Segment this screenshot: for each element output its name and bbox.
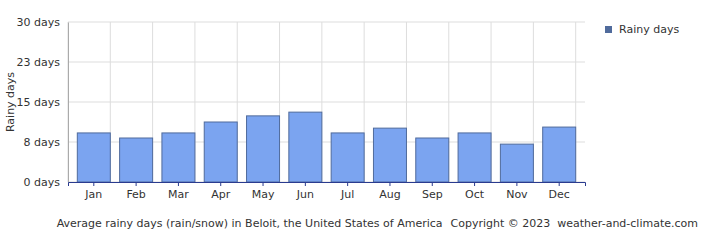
title: Average rainy days (rain/snow) in Beloit…: [57, 217, 443, 230]
x-tick-label: Sep: [422, 188, 443, 201]
x-tick-label: Apr: [211, 188, 231, 201]
bars: [77, 112, 575, 182]
annotation: Copyright © 2023 weather-and-climate.com: [451, 217, 698, 230]
bar: [120, 138, 153, 182]
y-tick-label: 23 days: [17, 56, 61, 69]
x-tick-mark: [347, 182, 348, 186]
x-tick: Jun: [296, 182, 314, 201]
x-tick: Nov: [506, 182, 528, 201]
bar: [289, 112, 322, 182]
grid: [68, 22, 585, 182]
x-tick-mark: [516, 182, 517, 186]
bar: [373, 128, 406, 182]
x-tick: Aug: [379, 182, 400, 201]
x-tick-label: Oct: [465, 188, 485, 201]
grid-line: [68, 62, 585, 63]
x-tick: Sep: [422, 182, 443, 201]
bar: [204, 122, 237, 182]
x-tick: Jul: [340, 182, 354, 201]
x-tick-label: Dec: [549, 188, 570, 201]
x-tick-label: May: [252, 188, 275, 201]
chart-title-line: Average rainy days (rain/snow) in Beloit…: [57, 217, 698, 230]
x-tick: May: [252, 182, 275, 201]
x-tick: Feb: [126, 182, 145, 201]
bar: [162, 133, 195, 182]
x-tick: Jan: [84, 182, 102, 201]
x-tick: Dec: [549, 182, 570, 201]
y-tick: 8 days: [24, 136, 68, 149]
bar: [77, 133, 110, 182]
x-tick-label: Jan: [84, 188, 102, 201]
y-axis-title: Rainy days: [4, 72, 17, 132]
x-tick: Oct: [465, 182, 485, 201]
bar: [247, 116, 280, 182]
y-tick: 15 days: [17, 96, 68, 109]
x-tick-mark: [136, 182, 137, 186]
y-tick-label: 8 days: [24, 136, 61, 149]
legend-swatch: [605, 26, 612, 33]
y-axis: 0 days 8 days 15 days 23 days 30 days: [17, 16, 69, 189]
x-tick-label: Feb: [126, 188, 145, 201]
legend: Rainy days: [605, 23, 679, 36]
y-tick: 0 days: [24, 176, 68, 189]
x-tick-mark: [389, 182, 390, 186]
x-tick-mark: [432, 182, 433, 186]
x-tick-mark: [559, 182, 560, 186]
x-tick: Apr: [211, 182, 231, 201]
grid-line-vertical: [68, 22, 69, 182]
x-tick-mark: [220, 182, 221, 186]
x-axis-line: [69, 183, 586, 187]
grid-line: [68, 102, 585, 103]
x-tick-label: Nov: [506, 188, 528, 201]
x-axis: Jan Feb Mar Apr May Jun Jul Aug Sep Oct Nov Dec: [69, 182, 586, 201]
grid-line: [68, 22, 585, 23]
x-tick-mark: [93, 182, 94, 186]
x-tick-mark: [178, 182, 179, 186]
bar: [543, 127, 576, 182]
y-tick-label: 30 days: [17, 16, 61, 29]
x-tick-label: Aug: [379, 188, 400, 201]
y-tick: 23 days: [17, 56, 68, 69]
bar: [458, 133, 491, 182]
chart: 0 days 8 days 15 days 23 days 30 days Jan Feb M…: [0, 0, 702, 232]
legend-label: Rainy days: [619, 23, 679, 36]
x-tick-label: Jul: [340, 188, 354, 201]
bar: [500, 144, 533, 182]
y-tick-label: 0 days: [24, 176, 61, 189]
bar: [331, 133, 364, 182]
x-tick: Mar: [168, 182, 189, 201]
x-tick-label: Jun: [296, 188, 314, 201]
y-axis-line: [68, 23, 69, 183]
y-tick-label: 15 days: [17, 96, 61, 109]
x-tick-mark: [305, 182, 306, 186]
x-tick-mark: [263, 182, 264, 186]
x-tick-label: Mar: [168, 188, 189, 201]
x-tick-mark: [474, 182, 475, 186]
bar: [416, 138, 449, 182]
y-tick: 30 days: [17, 16, 68, 29]
